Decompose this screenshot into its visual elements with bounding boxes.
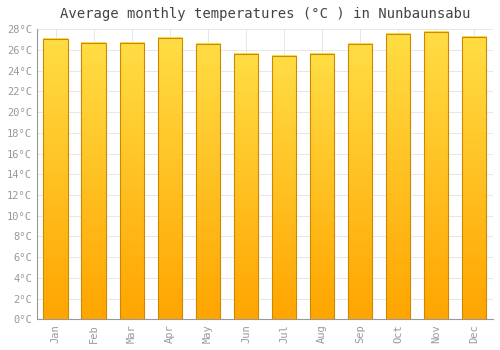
Bar <box>120 43 144 320</box>
Title: Average monthly temperatures (°C ) in Nunbaunsabu: Average monthly temperatures (°C ) in Nu… <box>60 7 470 21</box>
Bar <box>82 43 106 320</box>
Bar <box>424 32 448 320</box>
Bar <box>272 56 296 320</box>
Bar <box>348 43 372 320</box>
Bar <box>234 54 258 320</box>
Bar <box>44 40 68 320</box>
Bar <box>462 37 486 320</box>
Bar <box>310 54 334 320</box>
Bar <box>196 43 220 320</box>
Bar <box>158 38 182 320</box>
Bar <box>386 34 410 320</box>
